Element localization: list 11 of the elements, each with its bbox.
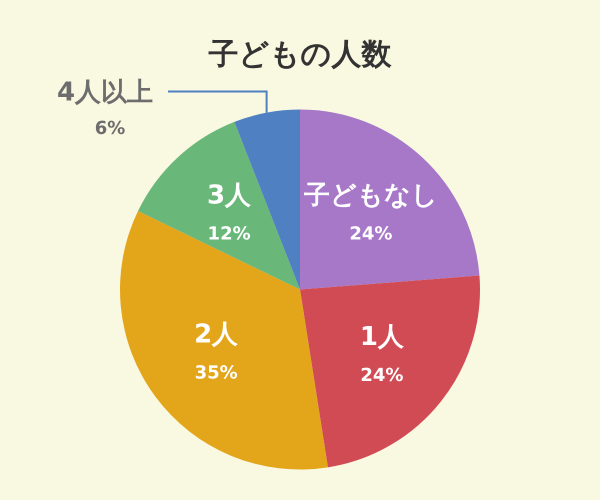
data-label: 35% (194, 362, 238, 384)
slice-label: 1人 (360, 322, 405, 352)
data-label: 6% (94, 118, 126, 140)
slice-label: 2人 (194, 319, 240, 350)
chart-title: 子どもの人数 (208, 36, 392, 72)
slice-label: 子どもなし (302, 180, 438, 211)
data-label: 24% (349, 224, 392, 245)
data-label: 24% (360, 364, 404, 386)
slice-label: 3人 (207, 180, 252, 211)
slice-label: 4人以上 (56, 77, 154, 108)
data-label: 12% (208, 224, 251, 245)
